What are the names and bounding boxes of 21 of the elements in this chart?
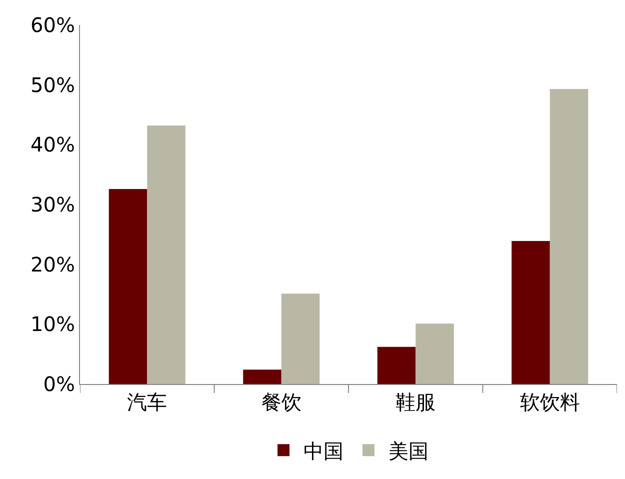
bar xyxy=(147,126,186,384)
bar xyxy=(108,188,148,384)
bar xyxy=(281,294,320,384)
y-tick-label: 60% xyxy=(30,13,75,37)
bar xyxy=(416,324,454,384)
legend-label: 美国 xyxy=(388,438,428,463)
legend-label: 中国 xyxy=(304,438,344,463)
y-tick-label: 20% xyxy=(30,252,75,276)
bar xyxy=(243,370,282,384)
bar xyxy=(512,241,550,384)
x-tick-label: 鞋服 xyxy=(396,390,436,414)
y-tick-label: 50% xyxy=(30,72,75,97)
x-tick-label: 餐饮 xyxy=(261,390,302,414)
x-tick-label: 软饮料 xyxy=(520,390,580,414)
y-tick-label: 40% xyxy=(30,132,75,157)
y-tick-label: 0% xyxy=(43,372,75,396)
y-tick-label: 10% xyxy=(30,312,75,336)
bar xyxy=(550,89,588,384)
x-tick-label: 汽车 xyxy=(127,390,168,414)
y-tick-label: 30% xyxy=(30,192,75,216)
bar xyxy=(377,346,416,384)
